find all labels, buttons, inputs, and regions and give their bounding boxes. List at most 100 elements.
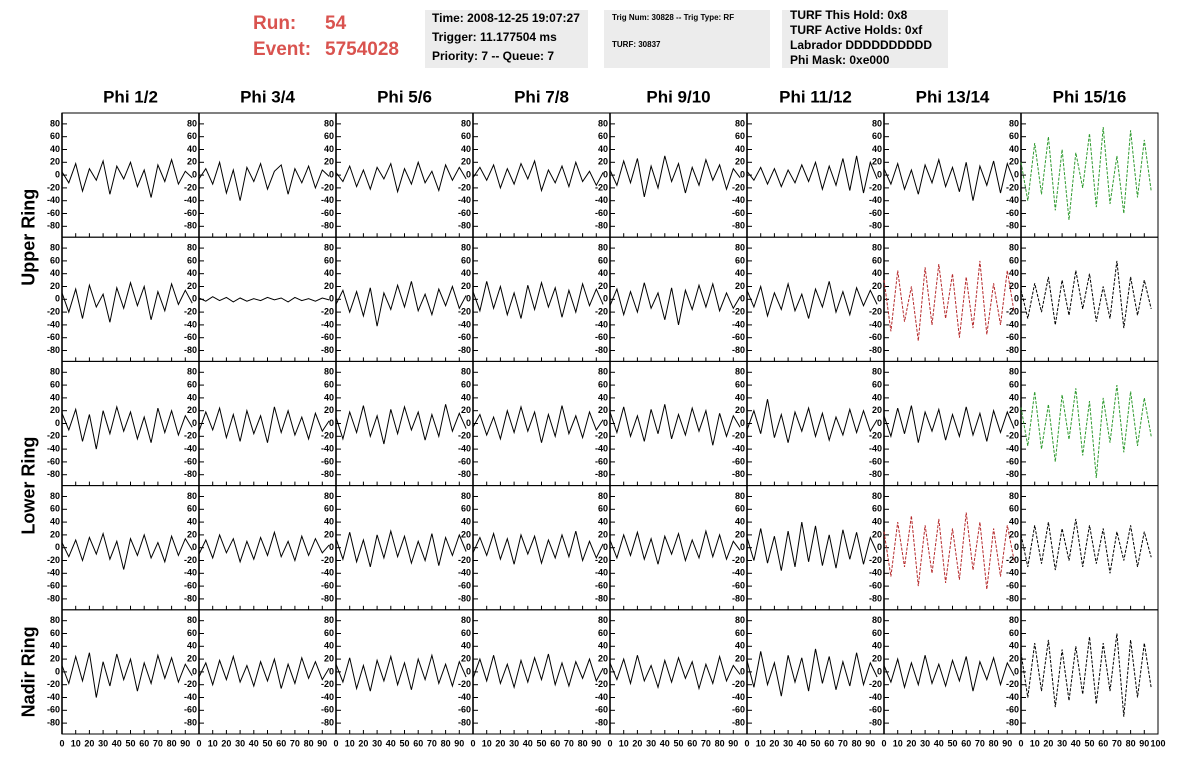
y-tick-label: 20 [50,653,60,663]
waveform [746,522,878,571]
y-tick-label: -40 [732,319,745,329]
waveform [746,281,878,319]
column-title: Phi 5/6 [377,87,432,106]
x-tick-label: 20 [495,738,505,748]
panel: -80 -60 -40 -20 0 20 40 60 80 [47,112,200,238]
panel-frame [746,609,885,735]
y-tick-label: 60 [872,504,882,514]
y-tick-label: 20 [324,653,334,663]
y-tick-label: 60 [1009,255,1019,265]
y-tick-label: 0 [740,666,745,676]
y-tick-label: 40 [735,516,745,526]
y-tick-label: -80 [47,345,60,355]
y-tick-label: 0 [603,418,608,428]
y-tick-label: -60 [184,705,197,715]
row-title: Nadir Ring [19,626,39,717]
row-title: Lower Ring [19,437,39,535]
y-tick-label: 40 [872,641,882,651]
panel: -80 -60 -40 -20 0 20 40 60 80 [732,112,885,238]
y-tick-label: 40 [735,268,745,278]
waveform [883,512,1015,590]
y-tick-label: -80 [869,221,882,231]
time-line: Trigger: 11.177504 ms [432,30,557,44]
column-title: Phi 7/8 [514,87,569,106]
panel-frame [472,360,611,487]
panel-frame [746,485,885,611]
x-tick-label: 100 [1150,738,1165,748]
y-tick-label: 60 [598,255,608,265]
x-tick-label: 20 [632,738,642,748]
y-tick-label: 80 [1009,615,1019,625]
y-tick-label: -80 [184,593,197,603]
panel-frame [883,360,1022,487]
y-tick-label: 60 [1009,504,1019,514]
y-tick-label: -20 [732,431,745,441]
y-tick-label: -60 [869,332,882,342]
y-tick-label: 80 [598,491,608,501]
trig-line: Trig Num: 30828 -- Trig Type: RF [612,13,734,22]
panel-frame [472,609,611,735]
y-tick-label: -80 [458,593,471,603]
y-tick-label: 40 [50,268,60,278]
y-tick-label: -20 [1006,679,1019,689]
y-tick-label: 60 [187,379,197,389]
waveform [61,652,193,698]
y-tick-label: 20 [598,653,608,663]
waveform [609,282,741,325]
y-tick-label: 20 [187,281,197,291]
x-tick-label: 0 [881,738,886,748]
y-tick-label: -40 [184,568,197,578]
panel-frame [198,609,337,735]
y-tick-label: -60 [1006,705,1019,715]
y-tick-label: 0 [55,542,60,552]
y-tick-label: 40 [1009,516,1019,526]
x-tick-label: 0 [607,738,612,748]
y-tick-label: -20 [47,306,60,316]
y-tick-label: 0 [603,666,608,676]
y-tick-label: -80 [321,221,334,231]
y-tick-label: 80 [187,491,197,501]
y-tick-label: 20 [598,529,608,539]
y-tick-label: -40 [595,319,608,329]
y-tick-label: 80 [872,367,882,377]
y-tick-label: -60 [184,332,197,342]
panel: -80 -60 -40 -20 0 20 40 60 80 [184,112,337,238]
waveform [61,404,193,450]
panel-frame [1020,609,1159,735]
x-tick-label: 10 [756,738,766,748]
waveform [61,280,193,323]
panel: -80 -60 -40 -20 0 20 40 60 80 [321,360,474,487]
panel-frame [883,236,1022,362]
y-tick-label: -80 [1006,221,1019,231]
x-tick-label: 20 [1043,738,1053,748]
x-tick-label: 70 [701,738,711,748]
waveform [1020,127,1152,220]
y-tick-label: -20 [321,679,334,689]
y-tick-label: 0 [466,169,471,179]
y-tick-label: -60 [732,456,745,466]
x-tick-label: 90 [317,738,327,748]
waveform [472,653,604,690]
y-tick-label: 40 [187,392,197,402]
x-tick-label: 60 [961,738,971,748]
y-tick-label: -20 [732,555,745,565]
y-tick-label: 0 [877,294,882,304]
y-tick-label: -20 [184,306,197,316]
panel: -80 -60 -40 -20 0 20 40 60 80 [47,485,200,611]
y-tick-label: 60 [1009,131,1019,141]
waveform [1020,385,1152,478]
panel: -80 -60 -40 -20 0 20 40 60 80 [47,236,200,362]
y-tick-label: 0 [55,666,60,676]
waveform [472,530,604,565]
y-tick-label: -80 [458,469,471,479]
y-tick-label: 40 [872,268,882,278]
y-tick-label: 80 [735,367,745,377]
y-tick-label: -60 [869,580,882,590]
y-tick-label: 20 [187,653,197,663]
y-tick-label: -60 [321,580,334,590]
y-tick-label: 60 [1009,628,1019,638]
x-tick-label: 60 [687,738,697,748]
